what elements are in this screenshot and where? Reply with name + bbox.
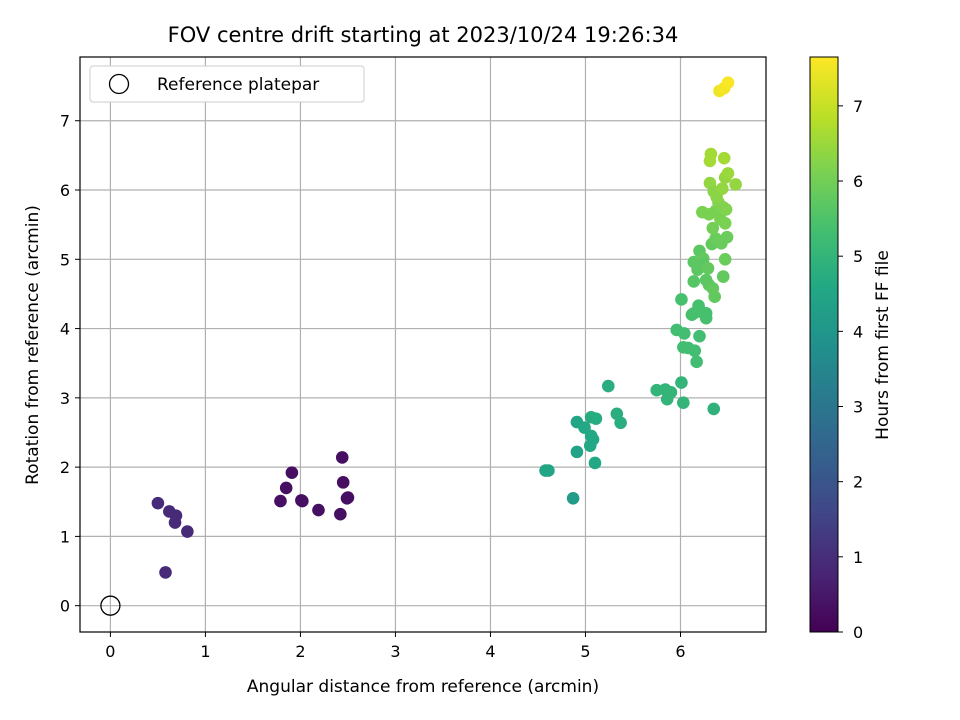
colorbar-tick-label: 5: [853, 247, 863, 266]
data-point: [542, 464, 555, 477]
y-tick-label: 2: [60, 458, 70, 477]
x-tick-label: 3: [390, 642, 400, 661]
y-tick-label: 3: [60, 389, 70, 408]
data-point: [614, 416, 627, 430]
data-point: [159, 566, 172, 579]
x-axis-ticks: 0 1 2 3 4 5 6: [105, 632, 686, 661]
reference-platepar-marker: [100, 595, 121, 616]
colorbar-tick-label: 2: [853, 473, 863, 492]
y-tick-label: 1: [60, 527, 70, 546]
colorbar-ticks: 0 1 2 3 4 5 6 7: [838, 97, 863, 642]
data-point: [586, 433, 600, 446]
data-point: [296, 494, 309, 508]
y-axis-ticks: 0 1 2 3 4 5 6 7: [60, 112, 80, 616]
data-point: [336, 476, 350, 489]
data-point: [717, 151, 731, 165]
x-axis-label: Angular distance from reference (arcmin): [247, 677, 599, 697]
data-point: [675, 376, 688, 389]
colorbar-tick-label: 4: [853, 322, 863, 341]
y-axis-label: Rotation from reference (arcmin): [23, 205, 43, 485]
grid-lines: [80, 57, 766, 632]
plot-area: [80, 57, 766, 632]
colorbar-tick-label: 0: [853, 623, 863, 642]
x-tick-label: 6: [675, 642, 685, 661]
data-point: [721, 76, 735, 89]
legend-entry-reference: Reference platepar: [157, 75, 319, 95]
data-point: [570, 445, 584, 459]
data-point: [716, 270, 730, 283]
data-point: [334, 507, 347, 521]
colorbar-tick-label: 7: [853, 97, 863, 116]
data-point: [719, 203, 733, 216]
data-point: [701, 261, 715, 275]
colorbar-tick-label: 6: [853, 172, 863, 191]
data-point: [718, 252, 732, 266]
data-point: [708, 290, 721, 303]
data-point: [718, 216, 732, 230]
data-point: [664, 386, 678, 399]
x-tick-label: 4: [485, 642, 495, 661]
colorbar-tick-label: 1: [853, 548, 863, 567]
x-tick-label: 5: [580, 642, 590, 661]
colorbar-label: Hours from first FF file: [873, 250, 893, 440]
data-point: [690, 355, 703, 369]
data-point: [707, 402, 721, 416]
y-tick-label: 5: [60, 250, 70, 269]
y-tick-label: 6: [60, 181, 70, 200]
legend: Reference platepar: [89, 65, 365, 103]
plot-frame: [79, 56, 767, 633]
legend-marker-icon: [108, 73, 130, 95]
data-point: [729, 178, 742, 191]
data-point: [274, 494, 287, 508]
data-point: [151, 496, 165, 510]
data-point: [699, 311, 713, 325]
data-point: [704, 147, 718, 161]
data-points: [151, 76, 742, 579]
data-point: [677, 396, 690, 409]
x-tick-label: 0: [105, 642, 115, 661]
data-point: [706, 221, 720, 235]
data-point: [340, 491, 354, 505]
data-point: [687, 275, 701, 288]
data-point: [589, 412, 603, 425]
y-tick-label: 0: [60, 597, 70, 616]
data-point: [601, 379, 615, 393]
legend-box: [89, 65, 365, 103]
data-point: [312, 503, 325, 517]
data-point: [285, 466, 299, 479]
data-point: [688, 344, 702, 358]
x-tick-label: 1: [200, 642, 210, 661]
data-point: [715, 182, 729, 195]
data-point: [677, 327, 691, 340]
data-point: [168, 516, 182, 529]
y-tick-label: 4: [60, 320, 70, 339]
data-point: [693, 329, 706, 343]
data-point: [181, 525, 194, 538]
data-point: [588, 456, 602, 470]
data-point: [279, 481, 293, 495]
data-point: [720, 230, 734, 244]
y-tick-label: 7: [60, 112, 70, 131]
data-point: [566, 491, 580, 505]
colorbar: [809, 56, 839, 633]
data-point: [335, 451, 349, 464]
chart-title: FOV centre drift starting at 2023/10/24 …: [168, 23, 679, 47]
x-tick-label: 2: [295, 642, 305, 661]
colorbar-tick-label: 3: [853, 398, 863, 417]
data-point: [721, 167, 735, 180]
data-point: [675, 293, 688, 306]
